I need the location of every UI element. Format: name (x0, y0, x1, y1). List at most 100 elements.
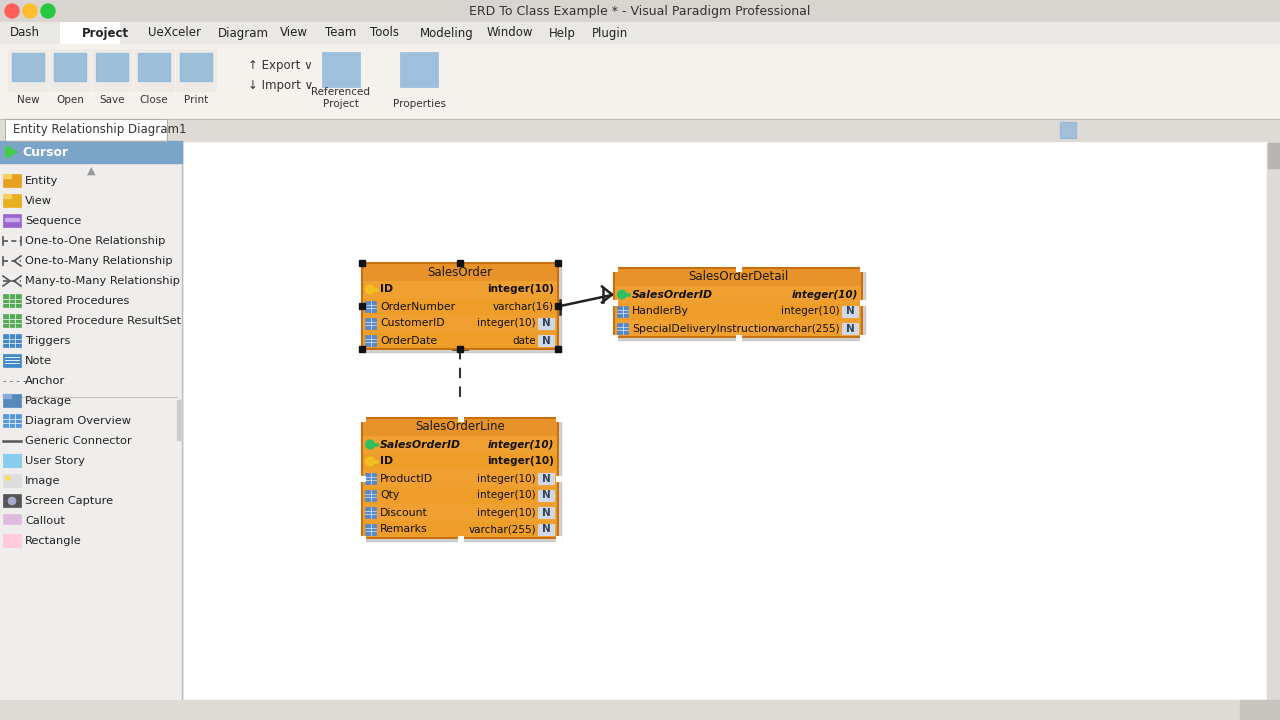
Text: Dash: Dash (10, 27, 40, 40)
Bar (3, 474, 20, 487)
Bar (612, 266, 617, 271)
Bar (538, 473, 554, 484)
Bar (362, 281, 558, 298)
Text: Screen Capture: Screen Capture (26, 496, 113, 506)
Bar (617, 306, 628, 317)
Text: SpecialDeliveryInstruction: SpecialDeliveryInstruction (632, 323, 774, 333)
Bar (3, 294, 20, 307)
Bar (177, 400, 182, 440)
Circle shape (6, 476, 10, 480)
Text: varchar(255): varchar(255) (772, 323, 840, 333)
Text: Help: Help (549, 27, 576, 40)
Text: Sequence: Sequence (26, 216, 81, 226)
Bar (0, 141, 182, 163)
Bar (362, 298, 558, 315)
Text: ▼: ▼ (87, 705, 95, 715)
Bar (365, 507, 376, 518)
Text: CustomerID: CustomerID (380, 318, 444, 328)
Bar (556, 475, 561, 480)
Bar (399, 52, 438, 87)
Bar (8, 49, 49, 91)
Text: Diagram: Diagram (218, 27, 269, 40)
Text: - - - - -: - - - - - (3, 376, 33, 386)
Text: HandlerBy: HandlerBy (632, 307, 689, 317)
Bar (365, 524, 376, 535)
Polygon shape (6, 146, 17, 158)
Text: Print: Print (184, 95, 209, 105)
Bar (556, 303, 561, 309)
Text: integer(10): integer(10) (488, 284, 554, 294)
Text: Tools: Tools (370, 27, 399, 40)
Text: N: N (541, 524, 550, 534)
Text: Generic Connector: Generic Connector (26, 436, 132, 446)
Bar (362, 487, 558, 504)
Bar (362, 418, 558, 538)
Bar (1267, 141, 1280, 700)
FancyBboxPatch shape (362, 418, 558, 436)
Circle shape (41, 4, 55, 18)
Text: Project: Project (82, 27, 129, 40)
Text: Plugin: Plugin (591, 27, 628, 40)
Text: One-to-Many Relationship: One-to-Many Relationship (26, 256, 173, 266)
Text: User Story: User Story (26, 456, 84, 466)
Bar (365, 301, 376, 312)
Text: OrderNumber: OrderNumber (380, 302, 456, 312)
Bar (358, 260, 365, 266)
Text: ERD To Class Example * - Visual Paradigm Professional: ERD To Class Example * - Visual Paradigm… (470, 4, 810, 17)
Text: Qty: Qty (380, 490, 399, 500)
Bar (3, 174, 20, 187)
Bar (538, 335, 554, 346)
Bar (5, 119, 166, 141)
Text: N: N (541, 336, 550, 346)
Bar (859, 335, 864, 340)
Bar (3, 194, 12, 198)
Text: OrderDate: OrderDate (380, 336, 438, 346)
Circle shape (366, 457, 375, 466)
Text: UeXceler: UeXceler (148, 27, 201, 40)
Text: N: N (846, 323, 854, 333)
Bar (538, 524, 554, 535)
Bar (3, 214, 20, 227)
Bar (617, 271, 865, 340)
Circle shape (5, 4, 19, 18)
Bar (365, 335, 376, 346)
Text: SalesOrderID: SalesOrderID (380, 439, 461, 449)
Text: SalesOrderDetail: SalesOrderDetail (687, 271, 788, 284)
Text: Anchor: Anchor (26, 376, 65, 386)
Bar (859, 300, 864, 305)
Bar (358, 303, 365, 309)
Bar (362, 315, 558, 332)
Text: New: New (17, 95, 40, 105)
Text: Triggers: Triggers (26, 336, 70, 346)
Bar (556, 260, 561, 266)
Text: integer(10): integer(10) (477, 490, 536, 500)
Bar (362, 263, 558, 349)
Text: Save: Save (100, 95, 124, 105)
Text: Discount: Discount (380, 508, 428, 518)
Bar (614, 320, 861, 337)
Bar (3, 394, 20, 407)
Bar (96, 53, 128, 81)
Bar (12, 53, 44, 81)
Bar (3, 414, 20, 427)
Bar (360, 475, 365, 480)
Circle shape (454, 406, 466, 417)
Bar (842, 323, 858, 334)
Text: N: N (541, 490, 550, 500)
Bar (3, 334, 20, 347)
Bar (1060, 122, 1076, 138)
Bar (736, 266, 741, 271)
Bar (556, 415, 561, 420)
Text: N: N (846, 307, 854, 317)
Text: integer(10): integer(10) (781, 307, 840, 317)
Bar (365, 473, 376, 484)
Bar (5, 218, 19, 221)
Text: View: View (280, 27, 308, 40)
Text: SalesOrder: SalesOrder (428, 266, 493, 279)
Bar (60, 22, 120, 44)
Circle shape (8, 497, 15, 505)
Bar (0, 22, 1280, 44)
Text: Remarks: Remarks (380, 524, 428, 534)
Text: integer(10): integer(10) (477, 318, 536, 328)
Text: Open: Open (56, 95, 84, 105)
